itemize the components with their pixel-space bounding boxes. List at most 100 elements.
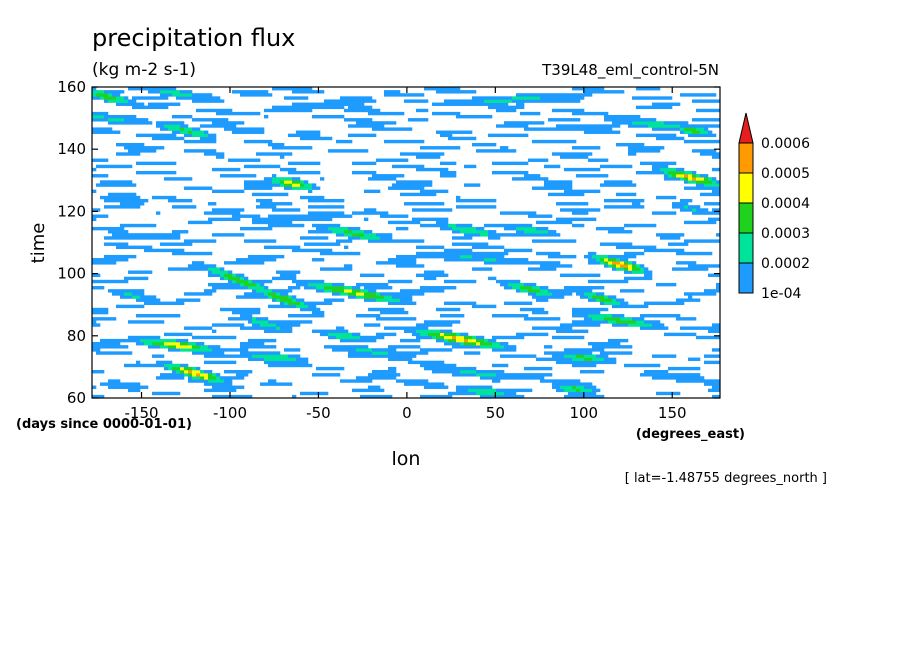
heatmap-cell [164, 363, 181, 368]
heatmap-cell [372, 348, 397, 352]
heatmap-cell [92, 307, 109, 312]
heatmap-cell [312, 114, 345, 119]
heatmap-cell [528, 158, 549, 162]
heatmap-cell [164, 332, 193, 337]
heatmap-cell [704, 127, 709, 131]
heatmap-cell [104, 99, 109, 103]
heatmap-cell [120, 202, 145, 206]
heatmap-cell [692, 174, 697, 178]
heatmap-cell [540, 379, 581, 383]
heatmap-cell [484, 258, 497, 262]
heatmap-cell [376, 298, 401, 302]
heatmap-cell [424, 270, 445, 274]
heatmap-cell [360, 394, 393, 399]
colorbar-swatch [738, 232, 754, 264]
heatmap-cell [280, 326, 293, 330]
heatmap-cell [548, 230, 557, 234]
heatmap-cell [368, 385, 381, 389]
heatmap-cell [544, 351, 593, 355]
heatmap-cell [596, 354, 609, 358]
heatmap-cell [568, 391, 597, 396]
heatmap-cell [504, 226, 517, 231]
heatmap-cell [340, 292, 349, 296]
heatmap-cell [436, 335, 445, 340]
heatmap-cell [92, 174, 109, 178]
heatmap-cell [572, 146, 601, 150]
heatmap-cell [696, 174, 701, 178]
heatmap-cell [148, 90, 161, 94]
heatmap-cell [212, 189, 245, 194]
heatmap-cell [116, 96, 125, 100]
heatmap-cell [704, 183, 721, 187]
heatmap-cell [500, 354, 537, 358]
heatmap-cell [152, 354, 165, 358]
heatmap-cell [172, 205, 197, 209]
heatmap-cell [664, 174, 669, 178]
heatmap-cell [712, 385, 721, 389]
heatmap-cell [548, 118, 581, 122]
heatmap-cell [272, 298, 277, 302]
heatmap-cell [172, 366, 181, 371]
heatmap-cell [476, 370, 505, 374]
heatmap-cell [504, 248, 533, 253]
heatmap-cell [588, 295, 593, 299]
heatmap-cell [228, 270, 233, 274]
heatmap-cell [104, 90, 125, 94]
heatmap-cell [112, 93, 121, 97]
heatmap-cell [616, 192, 637, 197]
heatmap-cell [712, 167, 721, 172]
heatmap-cell [572, 87, 605, 91]
heatmap-cell [192, 127, 201, 131]
heatmap-cell [176, 345, 193, 349]
heatmap-cell [684, 292, 717, 296]
heatmap-cell [608, 295, 617, 299]
heatmap-cell [320, 251, 361, 256]
colorbar-label: 0.0003 [761, 226, 810, 242]
heatmap-cell [208, 217, 241, 222]
heatmap-cell [388, 279, 413, 284]
heatmap-cell [600, 351, 633, 355]
heatmap-cell [448, 136, 477, 141]
heatmap-cell [104, 114, 137, 119]
heatmap-cell [496, 388, 533, 393]
heatmap-cell [388, 258, 417, 262]
heatmap-cell [708, 388, 721, 393]
heatmap-cell [528, 267, 557, 271]
heatmap-cell [96, 183, 137, 187]
heatmap-cell [708, 273, 721, 278]
heatmap-cell [448, 223, 457, 228]
heatmap-cell [192, 370, 201, 374]
heatmap-cell [420, 394, 453, 399]
heatmap-cell [212, 121, 245, 125]
heatmap-cell [556, 360, 617, 365]
heatmap-cell [400, 289, 445, 293]
heatmap-cell [92, 167, 97, 172]
heatmap-cell [496, 279, 521, 284]
heatmap-cell [584, 130, 621, 134]
heatmap-cell [632, 270, 645, 274]
heatmap-cell [168, 267, 209, 271]
heatmap-cell [456, 198, 497, 203]
heatmap-cell [432, 111, 461, 116]
heatmap-cell [628, 149, 661, 153]
heatmap-cell [444, 279, 477, 284]
heatmap-cell [252, 220, 293, 225]
heatmap-cell [368, 373, 401, 377]
heatmap-cell [124, 363, 165, 368]
heatmap-cell [536, 292, 553, 296]
heatmap-cell [136, 170, 177, 175]
heatmap-cell [104, 198, 149, 203]
heatmap-cell [192, 130, 205, 134]
heatmap-cell [92, 93, 97, 97]
heatmap-cell [468, 338, 477, 343]
heatmap-cell [640, 161, 677, 166]
heatmap-cell [92, 114, 105, 119]
heatmap-cell [616, 258, 621, 262]
heatmap-cell [312, 186, 321, 190]
heatmap-cell [348, 351, 373, 355]
heatmap-cell [532, 310, 549, 315]
heatmap-cell [708, 177, 713, 181]
heatmap-cell [444, 301, 477, 305]
heatmap-cell [376, 158, 409, 162]
heatmap-cell [452, 236, 473, 240]
